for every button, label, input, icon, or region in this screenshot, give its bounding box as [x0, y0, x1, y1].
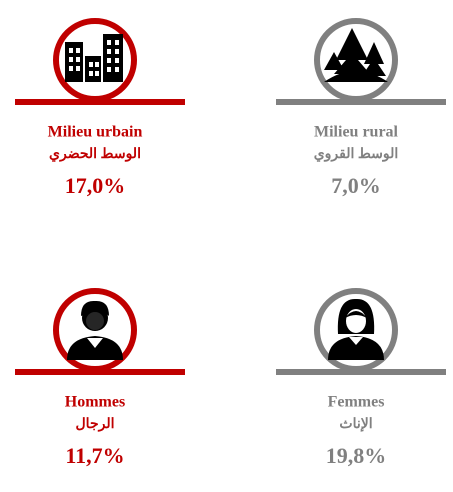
window — [76, 66, 80, 71]
window — [69, 66, 73, 71]
fringe — [345, 311, 367, 318]
tree — [324, 52, 344, 70]
face — [86, 312, 104, 330]
window — [89, 71, 93, 76]
label: Femmes — [328, 394, 385, 411]
building — [103, 34, 123, 82]
window — [115, 58, 119, 63]
window — [89, 62, 93, 67]
building — [65, 42, 83, 82]
base-line — [15, 99, 185, 105]
hair — [81, 300, 109, 316]
panel: Hommes الرجال 11,7% — [15, 288, 185, 468]
window — [107, 67, 111, 72]
body — [328, 336, 384, 360]
label: Hommes — [65, 394, 125, 411]
window — [115, 40, 119, 45]
label-ar: الوسط الحضري — [49, 147, 141, 162]
label-ar: الوسط القروي — [314, 147, 399, 162]
window — [107, 49, 111, 54]
building — [85, 56, 101, 82]
window — [95, 71, 99, 76]
value: 11,7% — [65, 443, 124, 468]
window — [69, 57, 73, 62]
panel: Femmes الإناث 19,8% — [276, 288, 446, 468]
window — [76, 48, 80, 53]
icon — [65, 34, 123, 82]
collar — [87, 338, 103, 348]
base-line — [15, 369, 185, 375]
window — [69, 48, 73, 53]
label: Milieu rural — [314, 124, 399, 141]
window — [95, 62, 99, 67]
collar — [349, 337, 363, 345]
window — [107, 58, 111, 63]
window — [115, 49, 119, 54]
icon — [324, 28, 388, 82]
value: 19,8% — [326, 443, 387, 468]
label: Milieu urbain — [48, 124, 143, 141]
tree — [362, 42, 386, 76]
value: 7,0% — [331, 173, 381, 198]
icon — [67, 300, 123, 360]
window — [115, 67, 119, 72]
label-ar: الإناث — [339, 417, 372, 433]
window — [76, 57, 80, 62]
tree — [334, 28, 370, 74]
panel: Milieu urbain الوسط الحضري 17,0% — [15, 18, 185, 198]
panel: Milieu rural الوسط القروي 7,0% — [276, 18, 446, 198]
value: 17,0% — [65, 173, 126, 198]
window — [107, 40, 111, 45]
icon — [328, 298, 384, 360]
base-line — [276, 369, 446, 375]
base-line — [276, 99, 446, 105]
label-ar: الرجال — [76, 417, 115, 432]
